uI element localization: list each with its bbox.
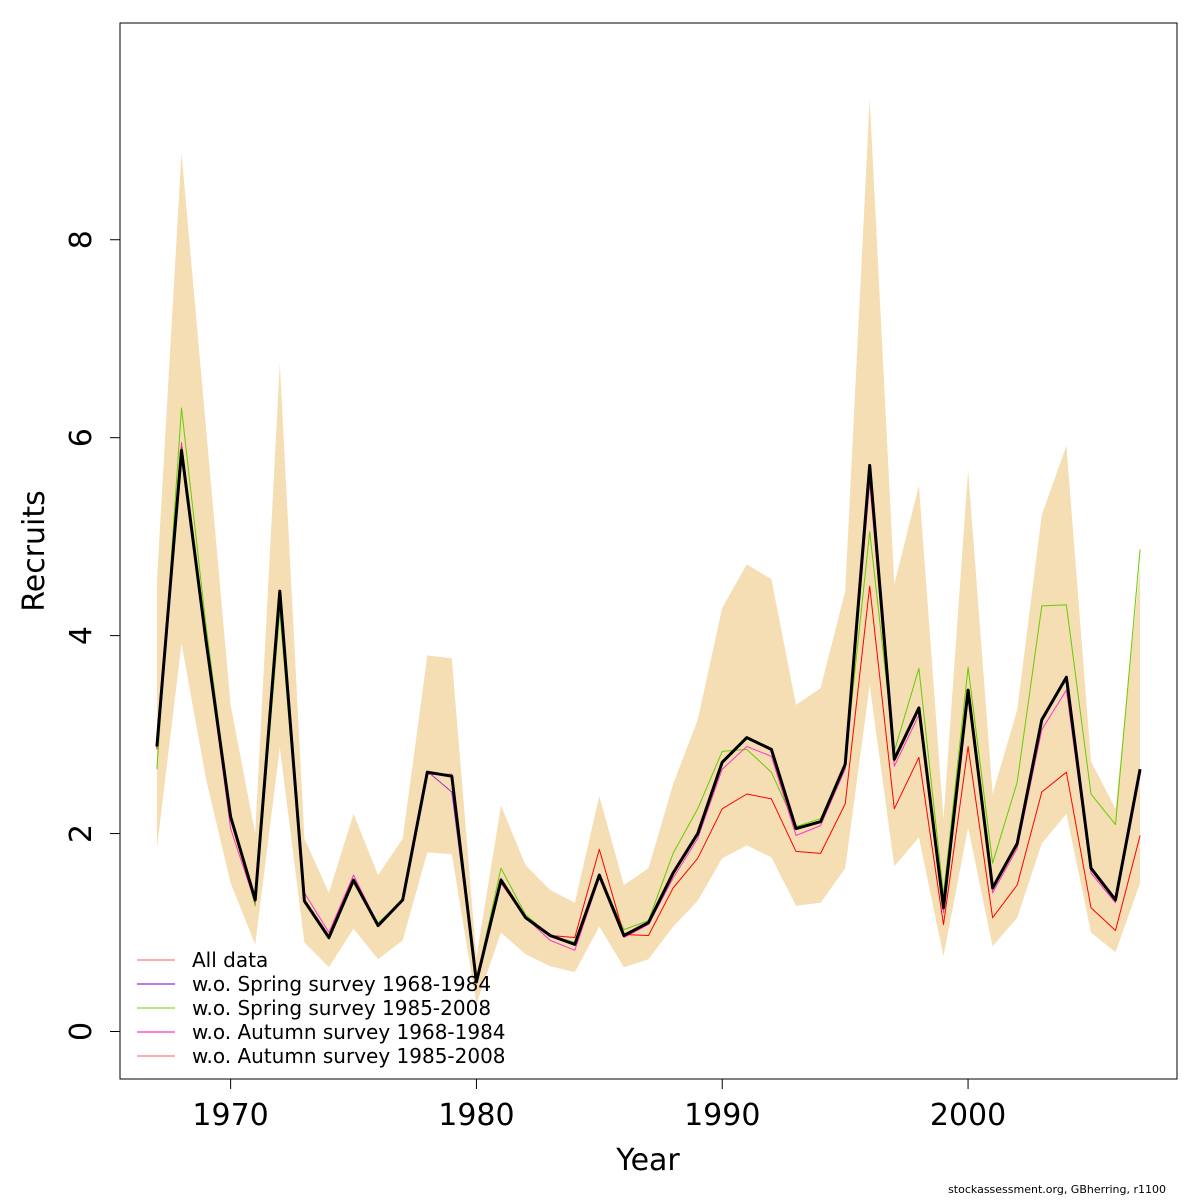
series-layer (155, 407, 1142, 984)
y-axis: 0 2 4 6 8 (64, 230, 120, 1041)
plot-frame (119, 22, 1178, 1080)
x-tick-label-1980: 1980 (438, 1098, 514, 1133)
confidence-band-layer (156, 99, 1141, 1004)
legend-label-1: All data (192, 948, 268, 972)
y-tick-label-0: 0 (64, 1022, 99, 1041)
footer-credit: stockassessment.org, GBherring, r1100 (948, 1183, 1166, 1196)
legend-label-3: w.o. Spring survey 1985-2008 (192, 996, 491, 1020)
y-tick-label-8: 8 (64, 230, 99, 249)
x-tick-label-1990: 1990 (684, 1098, 760, 1133)
x-axis: 1970 1980 1990 2000 (192, 1079, 1006, 1133)
series-line-1 (155, 449, 1142, 984)
x-tick-label-1970: 1970 (192, 1098, 268, 1133)
y-axis-title: Recruits (17, 490, 52, 612)
legend-label-5: w.o. Autumn survey 1985-2008 (192, 1044, 506, 1068)
y-tick-label-6: 6 (64, 428, 99, 447)
confidence-band (156, 99, 1141, 1004)
y-tick-label-4: 4 (64, 626, 99, 645)
x-axis-title: Year (615, 1143, 680, 1178)
legend-label-2: w.o. Spring survey 1968-1984 (192, 972, 491, 996)
x-tick-label-2000: 2000 (930, 1098, 1006, 1133)
legend-label-4: w.o. Autumn survey 1968-1984 (192, 1020, 506, 1044)
y-tick-label-2: 2 (64, 824, 99, 843)
